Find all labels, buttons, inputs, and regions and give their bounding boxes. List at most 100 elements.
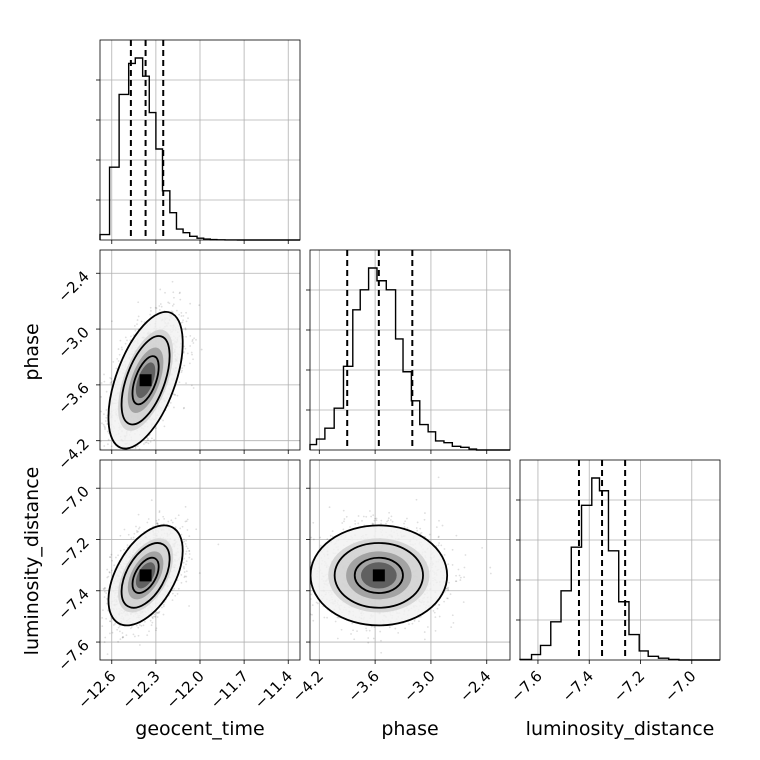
- sample-point: [110, 381, 113, 383]
- sample-point: [191, 340, 194, 343]
- sample-point: [139, 453, 141, 455]
- sample-point: [86, 409, 88, 411]
- sample-point: [151, 617, 154, 620]
- panels-layer: [86, 39, 721, 664]
- sample-point: [115, 556, 117, 559]
- sample-point: [192, 342, 195, 344]
- sample-point: [162, 613, 165, 616]
- sample-point: [116, 465, 118, 467]
- sample-point: [455, 534, 458, 537]
- sample-point: [183, 576, 186, 579]
- sample-point: [146, 521, 149, 524]
- sample-point: [111, 631, 114, 634]
- contour-level-2: [120, 542, 171, 609]
- sample-point: [428, 533, 431, 536]
- sample-point: [329, 534, 332, 537]
- sample-point: [188, 550, 191, 552]
- sample-point: [107, 575, 110, 578]
- sample-point: [138, 644, 141, 646]
- sample-point: [106, 430, 109, 433]
- sample-point: [101, 625, 104, 628]
- sample-point: [124, 336, 127, 339]
- sample-point: [186, 352, 189, 355]
- sample-point: [189, 334, 192, 337]
- sample-point: [119, 339, 122, 342]
- sample-point: [121, 450, 123, 452]
- sample-point: [195, 528, 198, 531]
- sample-point: [170, 519, 173, 522]
- sample-point: [183, 538, 185, 541]
- sample-point: [463, 576, 466, 579]
- sample-point: [169, 401, 172, 404]
- sample-point: [147, 518, 150, 520]
- panel-frame: [309, 249, 511, 451]
- sample-point: [183, 406, 185, 409]
- sample-point: [182, 350, 185, 353]
- sample-point: [119, 468, 121, 470]
- sample-point: [108, 571, 111, 574]
- sample-point: [96, 625, 98, 627]
- sample-point: [117, 640, 119, 643]
- sample-point: [103, 453, 105, 455]
- sample-point: [127, 533, 130, 536]
- sample-point: [116, 452, 118, 454]
- sample-point: [104, 636, 107, 639]
- sample-point: [126, 339, 128, 342]
- sample-point: [149, 440, 152, 443]
- sample-point: [189, 345, 192, 347]
- sample-point: [110, 569, 113, 572]
- sample-point: [443, 554, 446, 556]
- sample-point: [136, 457, 138, 459]
- sample-point: [150, 499, 153, 502]
- sample-point: [117, 626, 120, 629]
- sample-point: [117, 360, 120, 362]
- sample-point: [379, 630, 382, 633]
- sample-point: [141, 457, 143, 459]
- sample-point: [106, 653, 109, 655]
- sample-point: [137, 301, 140, 304]
- sample-point: [284, 554, 286, 556]
- sample-point: [103, 425, 106, 428]
- sample-point: [157, 518, 160, 521]
- sample-point: [110, 445, 113, 448]
- sample-point: [310, 593, 313, 596]
- sample-point: [161, 606, 163, 609]
- sample-point: [96, 423, 98, 425]
- sample-point: [134, 460, 136, 462]
- sample-point: [185, 575, 188, 578]
- sample-point: [104, 420, 107, 422]
- sample-point: [186, 547, 189, 550]
- sample-point: [155, 307, 158, 310]
- sample-point: [136, 531, 139, 534]
- sample-point: [365, 627, 367, 630]
- sample-point: [193, 337, 196, 340]
- sample-point: [182, 566, 185, 568]
- sample-point: [167, 404, 170, 407]
- sample-point: [174, 394, 176, 396]
- sample-point: [121, 348, 124, 351]
- sample-point: [108, 571, 111, 573]
- sample-point: [138, 448, 141, 450]
- sample-point: [185, 563, 187, 566]
- sample-point: [140, 320, 143, 323]
- sample-point: [130, 537, 133, 540]
- sample-point: [109, 620, 112, 623]
- sample-point: [181, 367, 184, 369]
- sample-point: [185, 335, 188, 338]
- sample-point: [121, 632, 124, 634]
- sample-point: [118, 630, 121, 633]
- marginal-panel-geocent-time: [96, 39, 301, 244]
- sample-point: [419, 527, 422, 530]
- sample-point: [375, 517, 378, 520]
- sample-point: [116, 357, 119, 360]
- sample-point: [143, 620, 146, 623]
- sample-point: [188, 556, 191, 559]
- sample-point: [105, 409, 108, 411]
- sample-point: [173, 296, 175, 299]
- sample-point: [162, 515, 165, 518]
- sample-point: [112, 451, 114, 453]
- sample-point: [128, 453, 130, 455]
- sample-point: [182, 319, 184, 322]
- sample-point: [163, 425, 166, 428]
